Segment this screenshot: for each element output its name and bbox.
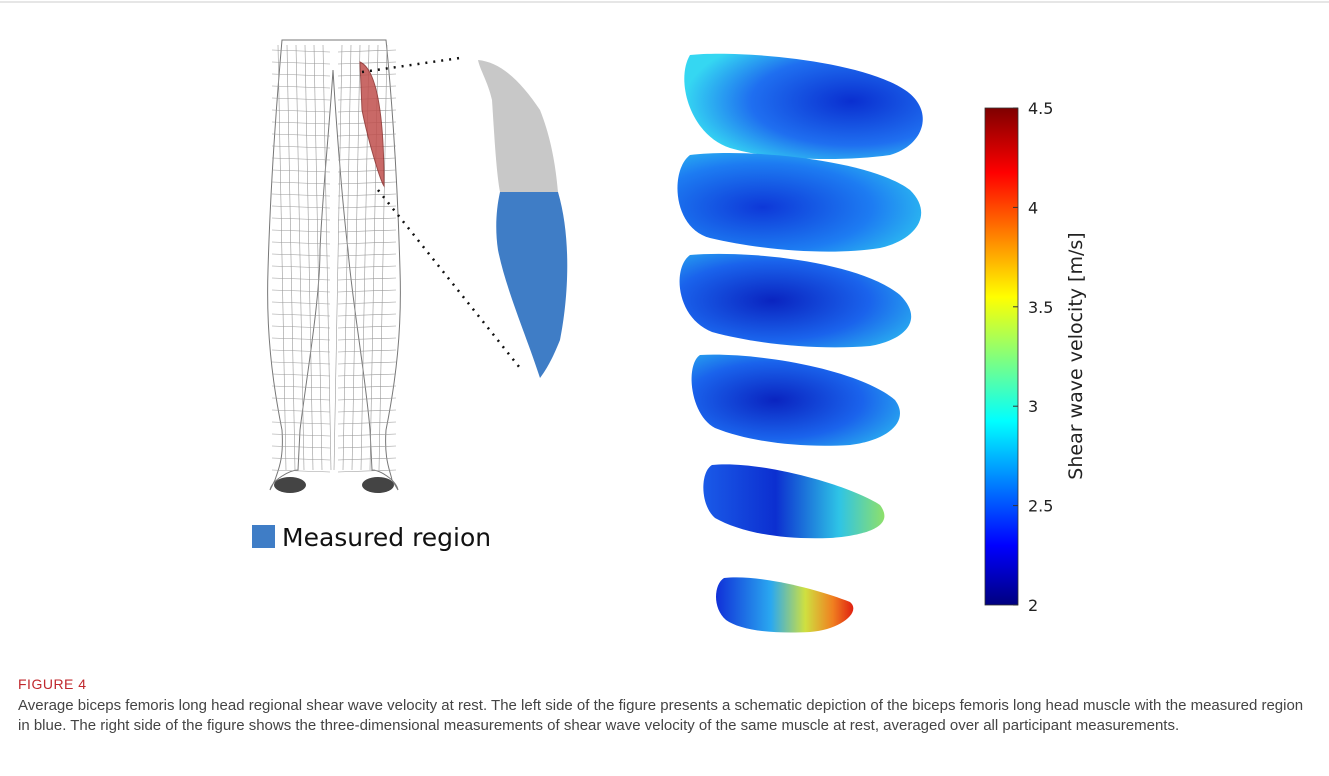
mesh-line: [272, 362, 330, 364]
mesh-line: [272, 266, 330, 268]
cross-sections: [677, 54, 922, 633]
mesh-line: [338, 230, 396, 232]
mesh-line: [338, 218, 396, 220]
mesh-line: [272, 374, 330, 376]
mesh-line: [352, 45, 360, 470]
cross-section: [677, 153, 921, 252]
mesh-line: [272, 74, 330, 76]
page: Measured region 2 2.5 3 3.5 4 4.5 Shear wave …: [0, 0, 1329, 776]
muscle-highlight: [360, 62, 384, 186]
mesh-line: [338, 410, 396, 412]
mesh-line: [272, 350, 330, 352]
mesh-line: [272, 410, 330, 412]
mesh-line: [338, 446, 396, 448]
mesh-line: [272, 470, 330, 472]
caption-text: Average biceps femoris long head regiona…: [18, 696, 1313, 736]
mesh-line: [338, 206, 396, 208]
legend-label: Measured region: [282, 523, 491, 552]
mesh-line: [296, 45, 304, 470]
mesh-line: [305, 45, 313, 470]
colorbar-ticks: 2 2.5 3 3.5 4 4.5: [1013, 99, 1053, 615]
mesh-line: [272, 242, 330, 244]
mesh-line: [272, 290, 330, 292]
colorbar: [985, 108, 1018, 605]
colorbar-tick-label: 3: [1028, 397, 1038, 416]
mesh-line: [343, 45, 351, 470]
mesh-line: [272, 386, 330, 388]
mesh-line: [338, 338, 396, 340]
colorbar-tick-label: 4.5: [1028, 99, 1053, 118]
mesh-line: [338, 62, 396, 64]
cross-section: [716, 577, 853, 632]
mesh-line: [338, 290, 396, 292]
mesh-line: [272, 158, 330, 160]
mesh-line: [272, 338, 330, 340]
mesh-line: [338, 470, 396, 472]
mesh-line: [338, 314, 396, 316]
mesh-line: [338, 302, 396, 304]
mesh-line: [272, 206, 330, 208]
mesh-line: [272, 254, 330, 256]
toes: [274, 477, 394, 493]
mesh-line: [338, 374, 396, 376]
mesh-line: [278, 45, 286, 470]
mesh-line: [272, 98, 330, 100]
colorbar-tick-label: 4: [1028, 198, 1038, 217]
mesh-line: [272, 110, 330, 112]
colorbar-tick-label: 2.5: [1028, 497, 1053, 516]
muscle-proximal: [478, 60, 558, 192]
mesh-line: [272, 170, 330, 172]
mesh-line: [272, 134, 330, 136]
mesh-line: [314, 45, 322, 470]
mesh-line: [272, 278, 330, 280]
caption-label: FIGURE 4: [18, 676, 87, 692]
mesh-line: [338, 326, 396, 328]
mesh-line: [338, 194, 396, 196]
cross-section: [684, 54, 922, 159]
mesh-line: [272, 398, 330, 400]
mesh-line: [272, 122, 330, 124]
mesh-line: [338, 434, 396, 436]
muscle-measured: [496, 192, 567, 378]
mesh-line: [338, 254, 396, 256]
legend-swatch: [252, 525, 275, 548]
mesh-line: [338, 170, 396, 172]
mesh-line: [272, 62, 330, 64]
mesh-line: [338, 350, 396, 352]
mesh-line: [272, 146, 330, 148]
mesh-line: [338, 362, 396, 364]
colorbar-tick-label: 3.5: [1028, 298, 1053, 317]
cross-section: [692, 355, 900, 446]
colorbar-tick-label: 2: [1028, 596, 1038, 615]
mesh-line: [272, 86, 330, 88]
mesh-line: [287, 45, 295, 470]
mesh-line: [338, 386, 396, 388]
colorbar-label: Shear wave velocity [m/s]: [1065, 232, 1087, 479]
mesh-line: [338, 182, 396, 184]
figure: Measured region 2 2.5 3 3.5 4 4.5 Shear wave …: [0, 0, 1329, 660]
cross-section: [680, 254, 912, 347]
cross-section: [703, 464, 884, 538]
